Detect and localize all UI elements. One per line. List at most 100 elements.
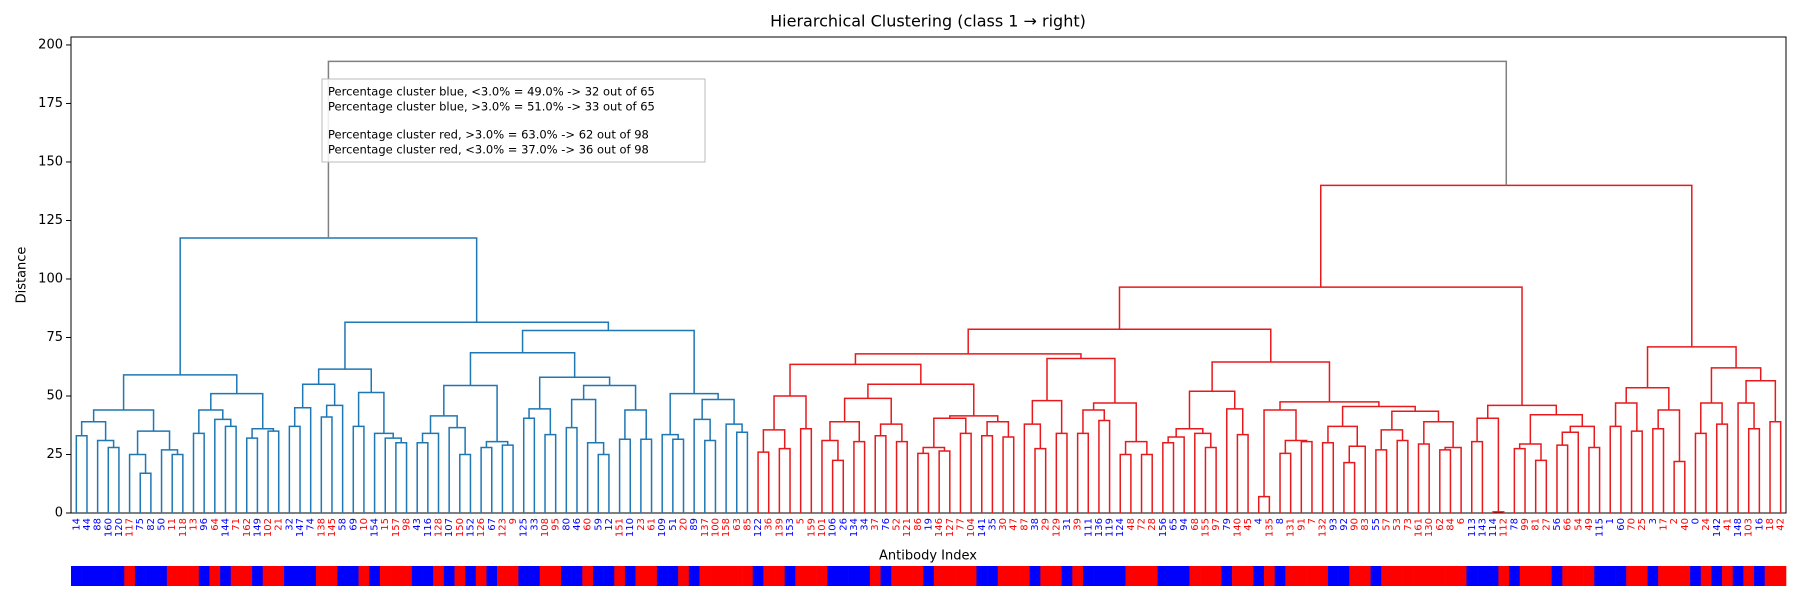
leaf-label: 37 (870, 518, 881, 531)
dendrogram-link (829, 420, 861, 442)
class-bar-cell (539, 566, 551, 586)
class-bar-cell (561, 566, 572, 586)
leaf-label: 131 (1286, 518, 1297, 537)
dendrogram-link (1082, 409, 1106, 434)
class-bar-cell (1189, 566, 1201, 586)
dendrogram-link (1046, 357, 1116, 404)
leaf-label: 140 (1232, 518, 1243, 537)
class-bar-cell (1775, 566, 1787, 586)
leaf-label: 7 (1307, 518, 1318, 524)
dendrogram-link (1279, 452, 1292, 513)
leaf-label: 153 (785, 518, 796, 537)
class-bar-cell (145, 566, 157, 586)
dendrogram-link (693, 418, 711, 513)
leaf-label: 25 (1637, 518, 1648, 531)
class-bar-cell (1530, 566, 1542, 586)
leaf-label: 51 (668, 518, 679, 531)
leaf-label: 13 (189, 518, 200, 531)
class-bar-cell (113, 566, 125, 586)
dendrogram-link (736, 431, 749, 513)
class-bar-cell (752, 566, 764, 586)
class-bar-cell (1072, 566, 1084, 586)
leaf-label: 0 (1690, 518, 1701, 524)
leaf-label: 152 (465, 518, 476, 537)
leaf-label: 118 (178, 518, 189, 537)
dendrogram-link (1076, 432, 1090, 513)
leaf-label: 93 (1328, 518, 1339, 531)
leaf-label: 60 (583, 518, 594, 531)
dendrogram-link (843, 397, 892, 425)
dendrogram-link (1236, 433, 1249, 513)
dendrogram-link (1630, 430, 1643, 513)
leaf-label: 23 (636, 518, 647, 531)
class-bar-cell (1636, 566, 1648, 586)
dendrogram-link (246, 437, 259, 513)
y-tick-label: 100 (38, 271, 63, 286)
class-bar-cell (1040, 566, 1052, 586)
dendrogram-link (981, 435, 994, 513)
dendrogram-link (1569, 425, 1596, 448)
leaf-label: 136 (1094, 518, 1105, 537)
class-bar-cell (1402, 566, 1414, 586)
class-bar-cell (1445, 566, 1457, 586)
dendrogram-link (1588, 446, 1601, 513)
leaf-label: 159 (806, 518, 817, 537)
class-bar-cell (1413, 566, 1425, 586)
leaf-label: 17 (1659, 518, 1670, 531)
dendrogram-link (344, 321, 610, 370)
class-bar-cell (656, 566, 668, 586)
leaf-label: 63 (732, 518, 743, 531)
dendrogram-link (1391, 410, 1440, 430)
class-bar-cell (124, 566, 136, 586)
leaf-label: 3 (1648, 518, 1659, 524)
leaf-label: 45 (1243, 518, 1254, 531)
leaf-label: 30 (998, 518, 1009, 531)
leaf-label: 9 (508, 518, 519, 524)
dendrogram-link (1471, 440, 1484, 513)
leaf-label: 72 (1137, 518, 1148, 531)
class-bar-cell (465, 566, 477, 586)
y-tick-label: 175 (38, 96, 63, 111)
dendrogram-link (1284, 439, 1308, 454)
class-bar-cell (1455, 566, 1467, 586)
dendrogram-link (1320, 184, 1693, 347)
class-bar-cell (1711, 566, 1723, 586)
dendrogram-link (1396, 439, 1409, 513)
leaf-label: 144 (220, 518, 231, 537)
class-bar-cell (1327, 566, 1339, 586)
class-bar-cell (646, 566, 658, 586)
chart-title: Hierarchical Clustering (class 1 → right… (770, 12, 1086, 31)
leaf-label: 92 (1339, 518, 1350, 531)
dendrogram-link (171, 453, 184, 513)
leaf-label: 75 (135, 518, 146, 531)
class-bar-cell (507, 566, 519, 586)
class-bar-cell (433, 566, 445, 586)
leaf-label: 48 (1126, 518, 1137, 531)
leaf-label: 89 (689, 518, 700, 531)
dendrogram-link (879, 423, 903, 442)
leaf-label: 5 (796, 518, 807, 524)
leaf-label: 84 (1445, 518, 1456, 531)
dendrogram-link (1034, 447, 1047, 513)
class-bar-cell (337, 566, 349, 586)
class-bar-cell (912, 566, 924, 586)
leaf-label: 97 (1211, 518, 1222, 531)
leaf-label: 142 (1712, 518, 1723, 537)
dendrogram-link (1646, 346, 1737, 388)
dendrogram-link (1694, 432, 1707, 513)
leaf-label: 101 (817, 518, 828, 537)
leaf-label: 4 (1254, 518, 1265, 524)
class-bar-cell (571, 566, 583, 586)
leaf-label: 110 (625, 518, 636, 537)
class-bar-cell (1722, 566, 1734, 586)
class-bar-cell (635, 566, 647, 586)
class-bar-cell (848, 566, 860, 586)
leaf-label: 129 (1051, 518, 1062, 537)
dendrogram-link (917, 452, 930, 513)
dendrogram-link (624, 409, 647, 440)
dendrogram-link (1341, 405, 1416, 427)
class-bar-cell (262, 566, 274, 586)
dendrogram-link (1343, 461, 1356, 513)
dendrogram-link (1745, 380, 1777, 422)
